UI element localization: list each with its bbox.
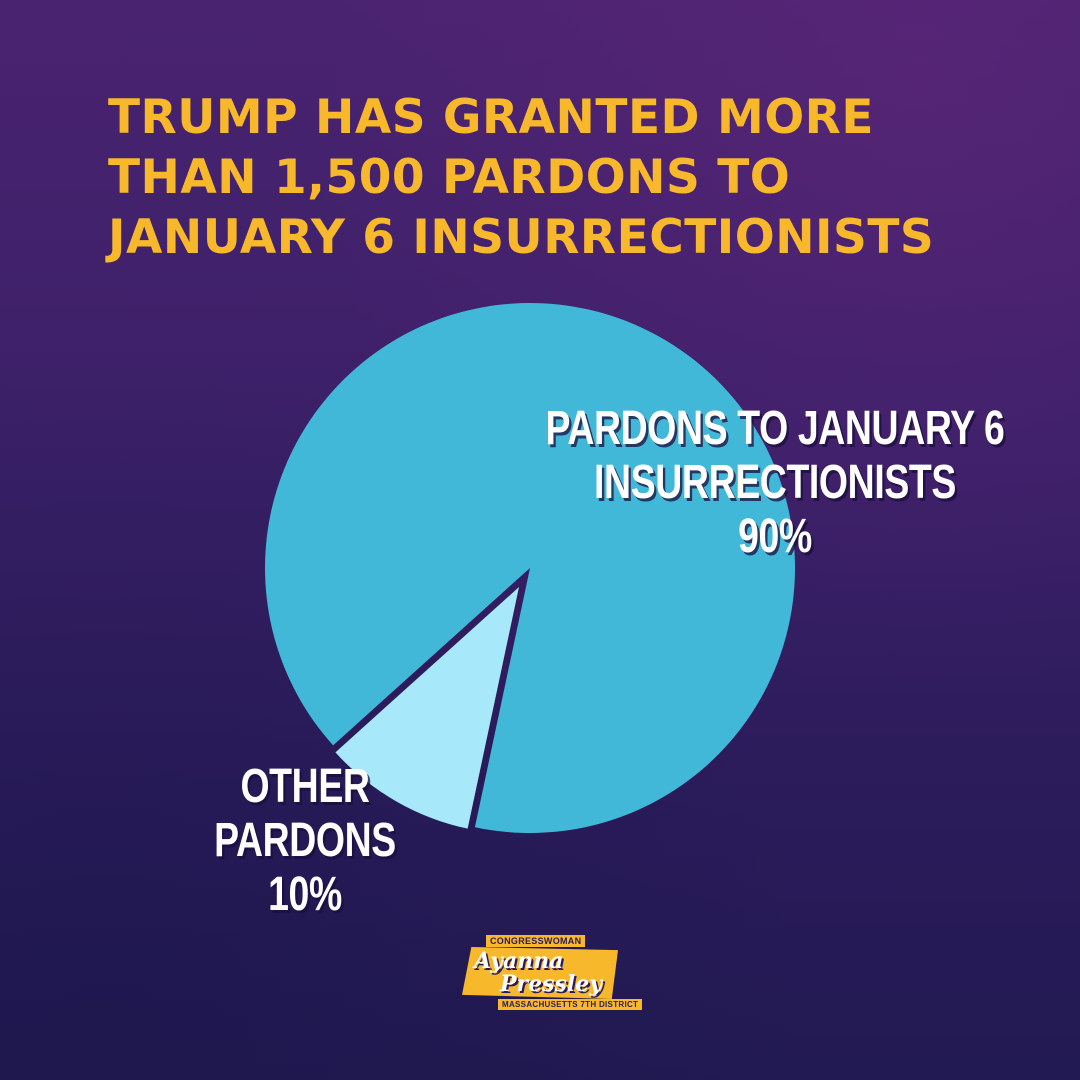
slice-percent-insurrectionists: 90% xyxy=(738,510,812,563)
slice-label-other-line2: PARDONS xyxy=(214,814,396,867)
pressley-logo: CONGRESSWOMAN Ayanna Pressley MASSACHUSE… xyxy=(462,935,643,1015)
pie-slice-insurrectionists xyxy=(265,303,796,834)
slice-label-insurrectionists: PARDONS TO JANUARY 6 INSURRECTIONISTS 90… xyxy=(537,402,1013,564)
slice-label-other-pardons: OTHER PARDONS 10% xyxy=(192,760,418,922)
logo-last-name: Pressley xyxy=(500,971,603,997)
slice-label-insurrectionists-line2: INSURRECTIONISTS xyxy=(594,456,956,509)
logo-badge-shape xyxy=(462,947,618,999)
headline: TRUMP HAS GRANTED MORE THAN 1,500 PARDON… xyxy=(108,90,935,265)
slice-percent-other: 10% xyxy=(268,868,342,921)
logo-first-name: Ayanna xyxy=(474,948,564,974)
logo-top-text: CONGRESSWOMAN xyxy=(486,935,586,947)
pie-slice-other-pardons xyxy=(335,587,519,829)
slice-label-other-line1: OTHER xyxy=(240,760,370,813)
slice-label-insurrectionists-line1: PARDONS TO JANUARY 6 xyxy=(545,402,1005,455)
logo-bottom-text: MASSACHUSETTS 7TH DISTRICT xyxy=(498,999,643,1010)
